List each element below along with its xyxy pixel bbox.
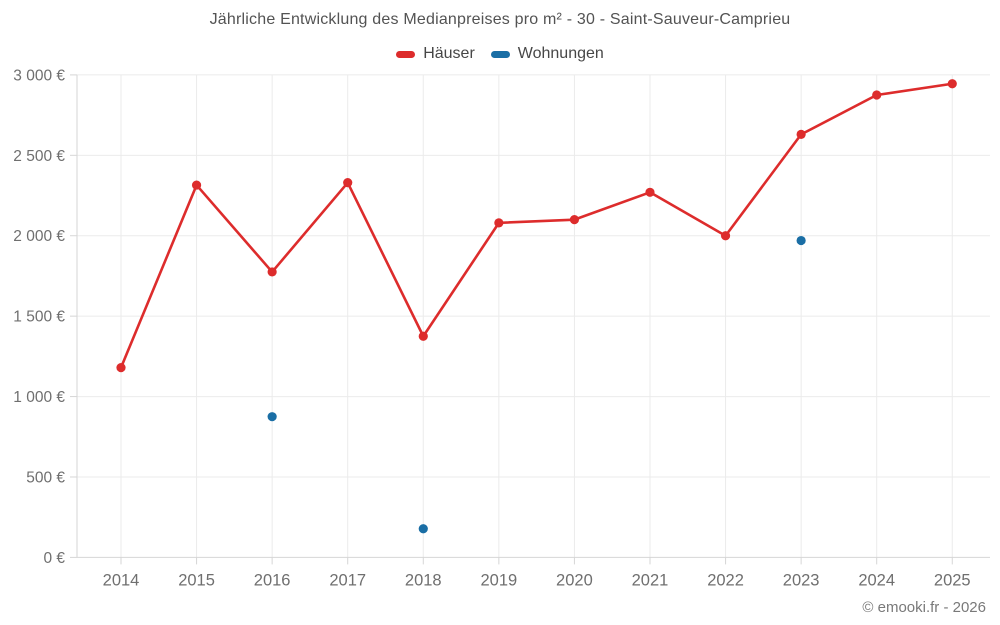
- haeuser-point-2022[interactable]: [720, 231, 731, 241]
- legend-item-wohnungen[interactable]: Wohnungen: [490, 45, 604, 63]
- haeuser-point-2023[interactable]: [796, 129, 806, 140]
- x-axis-label-2019: 2019: [480, 571, 517, 589]
- x-axis-label-2025: 2025: [934, 571, 971, 589]
- wohnungen-point-2023[interactable]: [796, 235, 806, 246]
- wohnungen-point-2016[interactable]: [267, 412, 277, 422]
- x-axis-label-2021: 2021: [632, 571, 669, 589]
- haeuser-point-2020[interactable]: [569, 215, 580, 225]
- y-axis-label-1000: 1 000 €: [13, 389, 65, 406]
- haeuser-point-2021[interactable]: [645, 187, 655, 197]
- x-axis-label-2017: 2017: [329, 571, 366, 589]
- haeuser-point-2017[interactable]: [343, 178, 353, 188]
- wohnungen-point-2018[interactable]: [418, 524, 428, 534]
- wohnungen-legend-swatch-icon: [490, 50, 510, 58]
- haeuser-point-2016[interactable]: [267, 267, 277, 277]
- chart-title: Jährliche Entwicklung des Medianpreises …: [209, 11, 791, 28]
- y-axis-label-0: 0 €: [43, 550, 65, 567]
- haeuser-point-2019[interactable]: [494, 218, 504, 228]
- x-axis-label-2023: 2023: [783, 571, 820, 589]
- haeuser-legend-swatch-icon: [396, 50, 416, 58]
- x-axis-label-2015: 2015: [178, 571, 215, 589]
- haeuser-point-2025[interactable]: [947, 79, 957, 89]
- footer-credit: © emooki.fr - 2026: [862, 599, 986, 616]
- x-axis-label-2024: 2024: [858, 571, 895, 589]
- x-axis-label-2022: 2022: [707, 571, 744, 589]
- legend-label-haeuser: Häuser: [423, 45, 475, 62]
- haeuser-point-2015[interactable]: [191, 180, 202, 190]
- y-axis-label-3000: 3 000 €: [13, 67, 65, 84]
- x-axis-label-2016: 2016: [254, 571, 291, 589]
- haeuser-point-2024[interactable]: [872, 90, 882, 100]
- x-axis-label-2014: 2014: [103, 571, 140, 589]
- legend-label-wohnungen: Wohnungen: [517, 45, 604, 62]
- legend-item-haeuser[interactable]: Häuser: [396, 45, 475, 63]
- chart-legend: Häuser Wohnungen: [0, 45, 1000, 63]
- y-axis-label-1500: 1 500 €: [13, 309, 65, 326]
- haeuser-point-2014[interactable]: [116, 363, 126, 373]
- x-axis-label-2020: 2020: [556, 571, 593, 589]
- y-axis-label-2500: 2 500 €: [13, 148, 65, 165]
- y-axis-label-2000: 2 000 €: [13, 228, 65, 245]
- y-axis-label-500: 500 €: [26, 469, 65, 486]
- haeuser-line: [119, 82, 954, 369]
- x-axis-label-2018: 2018: [405, 571, 442, 589]
- haeuser-point-2018[interactable]: [418, 331, 428, 341]
